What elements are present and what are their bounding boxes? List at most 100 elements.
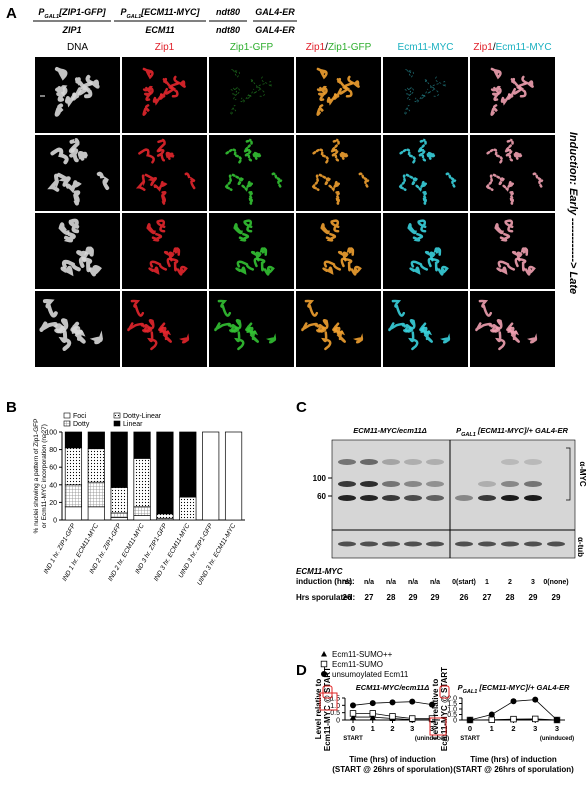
chromosome bbox=[60, 265, 74, 277]
induction-hrs: n/a bbox=[364, 579, 374, 586]
hrs-sporulated: 29 bbox=[529, 593, 538, 602]
hrs-sporulated: 27 bbox=[365, 593, 374, 602]
y-tick-label: 1.5 bbox=[330, 696, 340, 703]
group-label: PGAL1 [ECM11-MYC]/+ GAL4-ER bbox=[456, 426, 568, 438]
legend-label: Dotty-Linear bbox=[123, 413, 162, 420]
hrs-sporulated: 29 bbox=[409, 593, 418, 602]
bar-segment bbox=[133, 431, 151, 459]
chromosome bbox=[427, 257, 440, 272]
chromosome bbox=[326, 93, 337, 106]
row-label: induction (hrs): bbox=[296, 577, 355, 586]
chart-title: ECM11-MYC/ecm11Δ bbox=[356, 683, 430, 692]
column-label-part: Zip1 bbox=[473, 42, 493, 53]
chromosome bbox=[240, 94, 249, 104]
chromosome bbox=[156, 219, 166, 233]
x-note: (uninduced) bbox=[415, 736, 449, 742]
chromosome bbox=[440, 333, 451, 344]
chromosome bbox=[391, 299, 406, 317]
bar-segment bbox=[64, 484, 83, 508]
chromosome bbox=[339, 85, 353, 98]
chromosome bbox=[318, 173, 331, 187]
blot-band bbox=[382, 459, 400, 465]
highlight-box bbox=[439, 685, 450, 699]
subscript: GAL1 bbox=[461, 432, 476, 438]
micrograph bbox=[383, 57, 468, 133]
chromosome bbox=[419, 322, 431, 334]
chromosome bbox=[247, 88, 255, 100]
x-tick-label: 3 bbox=[555, 724, 559, 733]
legend-swatch bbox=[113, 412, 121, 419]
micrograph bbox=[296, 135, 381, 211]
chromosome bbox=[56, 172, 71, 187]
x-tick-label: 3 bbox=[533, 724, 537, 733]
chromosome bbox=[230, 86, 239, 93]
blot-band bbox=[404, 459, 422, 465]
chromosome bbox=[243, 138, 253, 153]
x-axis-label: (START @ 26hrs of sporulation) bbox=[453, 765, 574, 774]
micrograph bbox=[209, 213, 294, 289]
micrograph bbox=[470, 213, 555, 289]
chromosome bbox=[74, 330, 86, 344]
chromosome bbox=[339, 151, 349, 160]
y-axis-label: Ecm11-MYC @ START bbox=[323, 667, 332, 751]
chromosome bbox=[142, 67, 154, 80]
blot-band bbox=[426, 481, 444, 487]
chromosome bbox=[301, 322, 318, 332]
marker-circle bbox=[532, 696, 539, 703]
blot-band bbox=[524, 541, 542, 547]
chromosome bbox=[435, 76, 447, 88]
blot-band bbox=[524, 481, 542, 487]
blot-band bbox=[382, 495, 400, 501]
chromosome bbox=[490, 318, 503, 333]
chromosome bbox=[340, 257, 353, 272]
hrs-sporulated: 29 bbox=[431, 593, 440, 602]
chromosome bbox=[409, 266, 421, 275]
chromosome bbox=[318, 87, 328, 102]
blot-band bbox=[524, 459, 542, 465]
y-axis-label: Level relative to bbox=[431, 679, 440, 740]
chromosome bbox=[520, 247, 529, 256]
genotype-top: ndt80 bbox=[216, 7, 240, 17]
chromosome bbox=[55, 85, 68, 98]
bar-segment bbox=[87, 481, 105, 508]
chromosome bbox=[233, 223, 243, 235]
induction-hrs: 0(none) bbox=[543, 579, 568, 586]
chromosome bbox=[404, 105, 411, 116]
chromosome bbox=[250, 78, 266, 89]
chromosome bbox=[511, 250, 523, 262]
chromosome bbox=[492, 87, 502, 102]
chromosome bbox=[152, 93, 163, 106]
chromosome bbox=[84, 246, 94, 257]
column-label-part: Zip1-GFP bbox=[230, 42, 274, 53]
blot-band bbox=[404, 481, 422, 487]
chromosome bbox=[433, 247, 442, 256]
prefix: P bbox=[120, 7, 127, 17]
micrograph bbox=[470, 135, 555, 211]
micrograph bbox=[122, 213, 207, 289]
chromosome bbox=[39, 321, 58, 332]
prefix: P bbox=[456, 426, 462, 435]
chromosome bbox=[445, 172, 457, 190]
chromosome bbox=[142, 318, 155, 333]
genotype-top: GAL4-ER bbox=[255, 7, 295, 17]
marker-square bbox=[369, 710, 376, 717]
x-tick-label: 1 bbox=[371, 724, 375, 733]
chromosome bbox=[231, 173, 244, 187]
chromosome bbox=[304, 299, 319, 317]
y-tick-label: 40 bbox=[49, 482, 57, 489]
blot-band bbox=[338, 541, 356, 547]
chromosome bbox=[322, 266, 334, 275]
chromosome bbox=[504, 138, 514, 153]
chromosome bbox=[427, 86, 439, 97]
construct: [ZIP1-GFP] bbox=[58, 7, 107, 17]
highlight-box bbox=[429, 717, 447, 736]
chromosome bbox=[405, 88, 414, 101]
chromosome bbox=[504, 148, 514, 162]
chromosome bbox=[421, 190, 428, 205]
hrs-sporulated: 26 bbox=[343, 593, 352, 602]
column-label-part: Zip1 bbox=[306, 42, 326, 53]
micrograph-bg bbox=[383, 57, 468, 133]
bar-segment bbox=[87, 431, 105, 450]
column-label: Zip1/Zip1-GFP bbox=[306, 42, 372, 53]
blot-band bbox=[478, 541, 496, 547]
